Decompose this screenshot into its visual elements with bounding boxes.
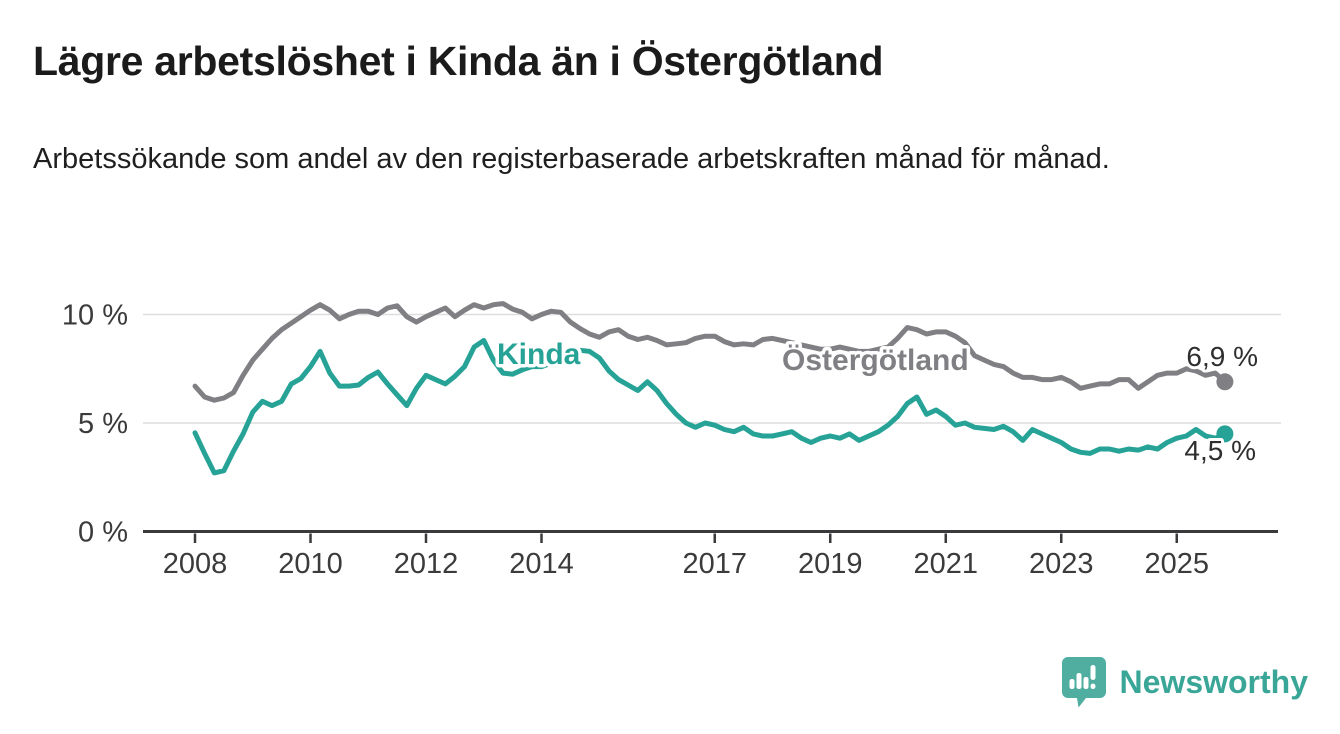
x-tick-label: 2014 — [509, 548, 574, 580]
end-value-label-ostergotland: 6,9 % — [1186, 341, 1258, 372]
logo-bar-short — [1069, 679, 1075, 689]
series-label-ostergotland: Östergötland — [782, 344, 969, 377]
x-tick-label: 2008 — [163, 548, 228, 580]
series-end-dot-östergötland — [1216, 373, 1234, 391]
series-label-kinda: Kinda — [497, 338, 581, 371]
y-tick-label: 0 % — [78, 517, 128, 549]
page-title: Lägre arbetslöshet i Kinda än i Östergöt… — [33, 38, 884, 84]
x-tick-label: 2010 — [278, 548, 343, 580]
x-tick-label: 2025 — [1144, 548, 1209, 580]
series-line-kinda — [192, 338, 1228, 476]
logo-bar-medium — [1083, 677, 1089, 689]
x-tick-label: 2012 — [394, 548, 459, 580]
series-end-dot-kinda — [1216, 425, 1234, 443]
newsworthy-logo: Newsworthy — [1061, 656, 1308, 708]
unemployment-line-chart: 0 % 5 % 10 % 2008 2010 2012 2014 2017 2019 2021 20… — [62, 300, 1281, 580]
x-tick-label: 2017 — [682, 548, 747, 580]
x-tick-label: 2021 — [913, 548, 978, 580]
end-value-label-kinda: 4,5 % — [1184, 435, 1256, 466]
logo-exclamation-dot — [1090, 683, 1096, 689]
newsworthy-logo-icon — [1061, 657, 1106, 708]
series-line-östergötland — [192, 301, 1228, 403]
chart-subtitle: Arbetssökande som andel av den registerb… — [33, 143, 1110, 175]
x-tick-label: 2023 — [1029, 548, 1094, 580]
y-tick-label: 5 % — [78, 408, 128, 440]
logo-exclamation-bar — [1090, 665, 1096, 680]
newsworthy-logo-text: Newsworthy — [1119, 663, 1308, 700]
y-tick-label: 10 % — [62, 300, 128, 332]
logo-bar-tall — [1076, 673, 1082, 689]
x-tick-label: 2019 — [798, 548, 863, 580]
